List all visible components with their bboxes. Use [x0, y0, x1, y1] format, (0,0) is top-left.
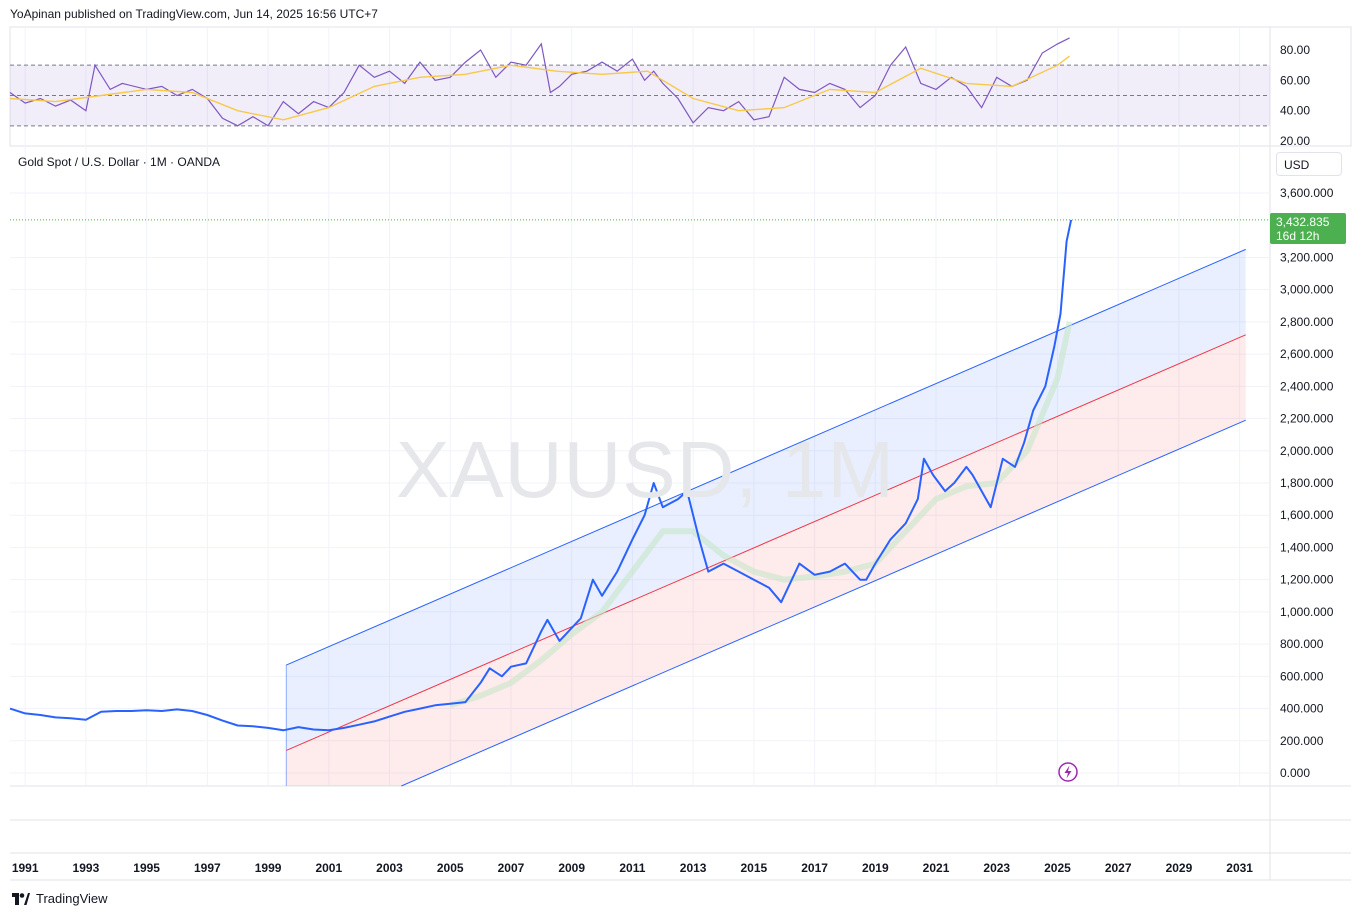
price-tick-label: 1,400.000: [1280, 540, 1334, 554]
year-tick-label: 2005: [437, 861, 464, 875]
price-tick-label: 1,800.000: [1280, 476, 1334, 490]
symbol-legend[interactable]: Gold Spot / U.S. Dollar · 1M · OANDA: [18, 155, 221, 169]
price-tick-label: 1,600.000: [1280, 508, 1334, 522]
channel-mid-line: [286, 334, 1246, 751]
price-tick-label: 3,000.000: [1280, 283, 1334, 297]
symbol-watermark: XAUUSD, 1M: [396, 425, 895, 514]
price-tick-label: 3,200.000: [1280, 250, 1334, 264]
price-tick-label: 1,000.000: [1280, 605, 1334, 619]
year-tick-label: 2027: [1105, 861, 1132, 875]
tradingview-logo-icon: [12, 892, 30, 905]
flash-glyph: [1064, 765, 1072, 779]
year-tick-label: 2007: [498, 861, 525, 875]
rsi-tick-label: 60.00: [1280, 73, 1310, 87]
rsi-pane-border: [9, 26, 1352, 147]
last-price-value: 3,432.835: [1276, 215, 1330, 229]
rsi-ma-line: [9, 55, 1071, 121]
price-tick-label: 800.000: [1280, 637, 1324, 651]
year-tick-label: 2015: [741, 861, 768, 875]
channel-upper-line: [286, 248, 1246, 666]
year-tick-label: 1993: [73, 861, 100, 875]
channel-upper-fill: [286, 249, 1246, 751]
year-tick-label: 1995: [133, 861, 160, 875]
price-tick-label: 1,200.000: [1280, 573, 1334, 587]
year-tick-label: 2001: [315, 861, 342, 875]
rsi-tick-label: 40.00: [1280, 104, 1310, 118]
trailing-ma-line: [449, 321, 1073, 709]
price-tick-label: 400.000: [1280, 702, 1324, 716]
price-tick-label: 2,400.000: [1280, 379, 1334, 393]
year-tick-label: 2009: [558, 861, 585, 875]
price-tick-label: 0.000: [1280, 766, 1310, 780]
channel-lower-fill: [286, 334, 1246, 786]
price-tick-label: 2,600.000: [1280, 347, 1334, 361]
year-tick-label: 2021: [923, 861, 950, 875]
last-price-tag: 3,432.835 16d 12h: [1270, 213, 1346, 244]
price-tick-label: 3,600.000: [1280, 186, 1334, 200]
published-info: YoApinan published on TradingView.com, J…: [10, 7, 378, 21]
year-tick-label: 2017: [801, 861, 828, 875]
year-tick-label: 2031: [1226, 861, 1253, 875]
price-tick-label: 200.000: [1280, 734, 1324, 748]
year-tick-label: 2025: [1044, 861, 1071, 875]
price-tick-label: 2,200.000: [1280, 412, 1334, 426]
year-tick-label: 2029: [1166, 861, 1193, 875]
year-tick-label: 2003: [376, 861, 403, 875]
currency-selector[interactable]: USD: [1276, 152, 1342, 176]
price-line: [9, 219, 1073, 732]
rsi-line: [9, 37, 1070, 127]
price-tick-label: 600.000: [1280, 669, 1324, 683]
bar-countdown: 16d 12h: [1276, 229, 1320, 243]
tradingview-logo[interactable]: TradingView: [12, 891, 108, 906]
year-tick-label: 1999: [255, 861, 282, 875]
price-tick-label: 2,800.000: [1280, 315, 1334, 329]
price-tick-label: 2,000.000: [1280, 444, 1334, 458]
year-tick-label: 2023: [983, 861, 1010, 875]
rsi-tick-label: 20.00: [1280, 134, 1310, 148]
year-tick-label: 2013: [680, 861, 707, 875]
year-tick-label: 1991: [12, 861, 39, 875]
rsi-tick-label: 80.00: [1280, 43, 1310, 57]
year-tick-label: 1997: [194, 861, 221, 875]
year-tick-label: 2019: [862, 861, 889, 875]
brand-name: TradingView: [36, 891, 108, 906]
channel-lower-line: [401, 419, 1246, 787]
year-tick-label: 2011: [619, 861, 645, 875]
